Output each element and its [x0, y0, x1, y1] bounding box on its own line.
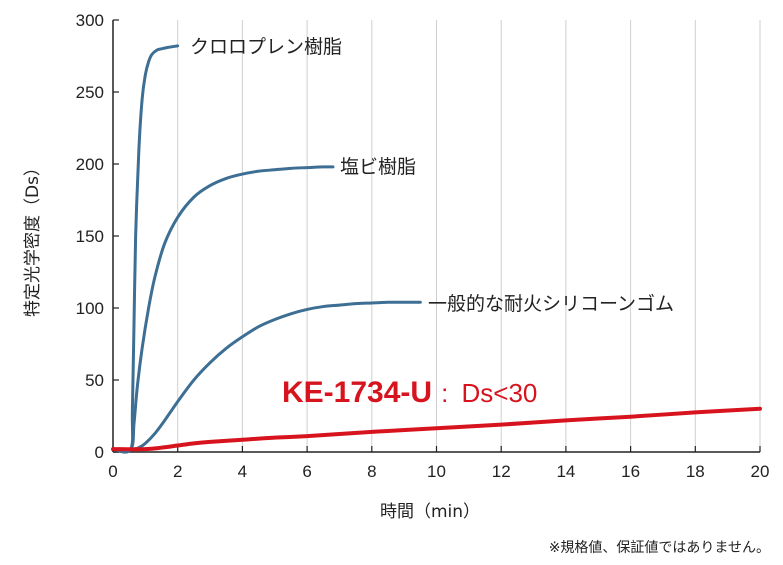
ke-separator: :: [441, 378, 448, 408]
ke-ds-value: Ds<30: [461, 378, 537, 408]
y-tick-label: 100: [76, 299, 104, 318]
y-tick-labels: 0 50 100 150 200 250 300: [76, 11, 104, 462]
x-tick-label: 4: [238, 462, 247, 481]
series-line-4: [111, 406, 762, 452]
y-tick-label: 250: [76, 83, 104, 102]
x-tick-label: 6: [302, 462, 311, 481]
x-tick-label: 14: [556, 462, 575, 481]
axes: [112, 19, 761, 453]
series-line-1: [111, 44, 180, 454]
series-label-silicone: 一般的な耐火シリコーンゴム: [428, 293, 674, 315]
x-tick-label: 20: [751, 462, 770, 481]
series-line-2: [111, 165, 335, 453]
x-tick-label: 8: [367, 462, 376, 481]
y-tick-label: 200: [76, 155, 104, 174]
y-tick-label: 0: [95, 443, 104, 462]
x-tick-label: 12: [492, 462, 511, 481]
footnote: ※規格値、保証値ではありません。: [549, 540, 770, 556]
x-tick-labels: 0 2 4 6 8 10 12 14 16 18 20: [108, 462, 769, 481]
series-lines: [111, 44, 762, 454]
x-tick-label: 0: [108, 462, 117, 481]
series-line-3: [111, 300, 422, 451]
series-label-chloroprene: クロロプレン樹脂: [190, 36, 342, 58]
series-label-ke1734u: KE-1734-U : Ds<30: [282, 376, 537, 409]
y-axis-title: 特定光学密度（Ds）: [23, 159, 43, 317]
series-label-pvc: 塩ビ樹脂: [340, 156, 416, 178]
grid-lines: [177, 20, 761, 452]
y-tick-label: 300: [76, 11, 104, 30]
x-tick-label: 2: [173, 462, 182, 481]
y-tick-label: 50: [85, 371, 104, 390]
ke-product-name: KE-1734-U: [282, 376, 432, 409]
x-tick-label: 10: [427, 462, 446, 481]
x-axis-title: 時間（min）: [380, 502, 480, 522]
x-tick-label: 16: [621, 462, 640, 481]
x-tick-label: 18: [686, 462, 705, 481]
y-tick-label: 150: [76, 227, 104, 246]
